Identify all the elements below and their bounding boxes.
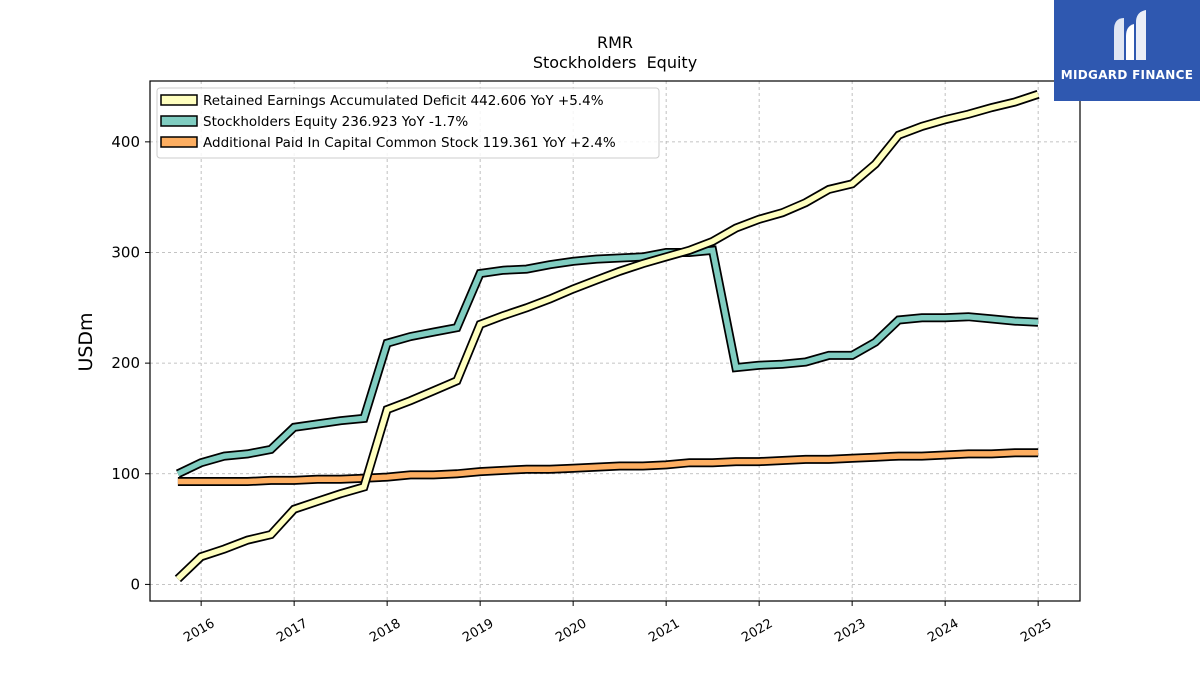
chart-title: RMR [597, 33, 633, 52]
x-tick-label: 2021 [646, 616, 682, 646]
series-layer [174, 90, 1040, 583]
brand-logo: MIDGARD FINANCE [1054, 0, 1200, 101]
legend-label: Retained Earnings Accumulated Deficit 44… [203, 93, 604, 109]
legend: Retained Earnings Accumulated Deficit 44… [156, 87, 660, 159]
y-axis-label: USDm [75, 312, 97, 371]
y-axis: 0 100 200 300 400 [111, 133, 150, 593]
legend-swatch [160, 94, 198, 106]
chart-subtitle: Stockholders Equity [533, 53, 697, 72]
x-tick-label: 2025 [1018, 616, 1054, 646]
x-tick-label: 2024 [925, 616, 961, 646]
brand-name: MIDGARD FINANCE [1060, 68, 1194, 82]
series-outline [175, 245, 1039, 478]
y-tick-label: 400 [111, 133, 140, 151]
series-stroke [177, 449, 1039, 485]
x-tick-label: 2023 [832, 616, 868, 646]
series-stroke [175, 91, 1039, 581]
x-tick-label: 2019 [460, 616, 496, 646]
midgard-logo-icon [1114, 10, 1146, 60]
x-tick-label: 2016 [181, 616, 217, 646]
legend-swatch [160, 115, 198, 127]
y-tick-label: 300 [111, 243, 140, 261]
x-tick-label: 2022 [739, 616, 775, 646]
legend-label: Additional Paid In Capital Common Stock … [203, 135, 616, 151]
x-tick-label: 2018 [367, 616, 403, 646]
y-tick-label: 200 [111, 354, 140, 372]
legend-box [156, 87, 660, 159]
y-tick-label: 100 [111, 465, 140, 483]
legend-swatch [160, 136, 198, 148]
x-tick-label: 2020 [553, 616, 589, 646]
legend-label: Stockholders Equity 236.923 YoY -1.7% [203, 114, 468, 130]
series-stroke [176, 247, 1039, 477]
series-line-1 [175, 245, 1039, 478]
x-tick-label: 2017 [274, 616, 310, 646]
series-line-0 [174, 90, 1040, 583]
x-axis: 2016 2017 2018 2019 2020 2021 2022 2023 2024 2025 [181, 601, 1054, 646]
grid-lines [150, 81, 1080, 601]
series-line-2 [177, 448, 1039, 486]
y-tick-label: 0 [130, 575, 140, 593]
plot-area-frame [149, 80, 1081, 602]
